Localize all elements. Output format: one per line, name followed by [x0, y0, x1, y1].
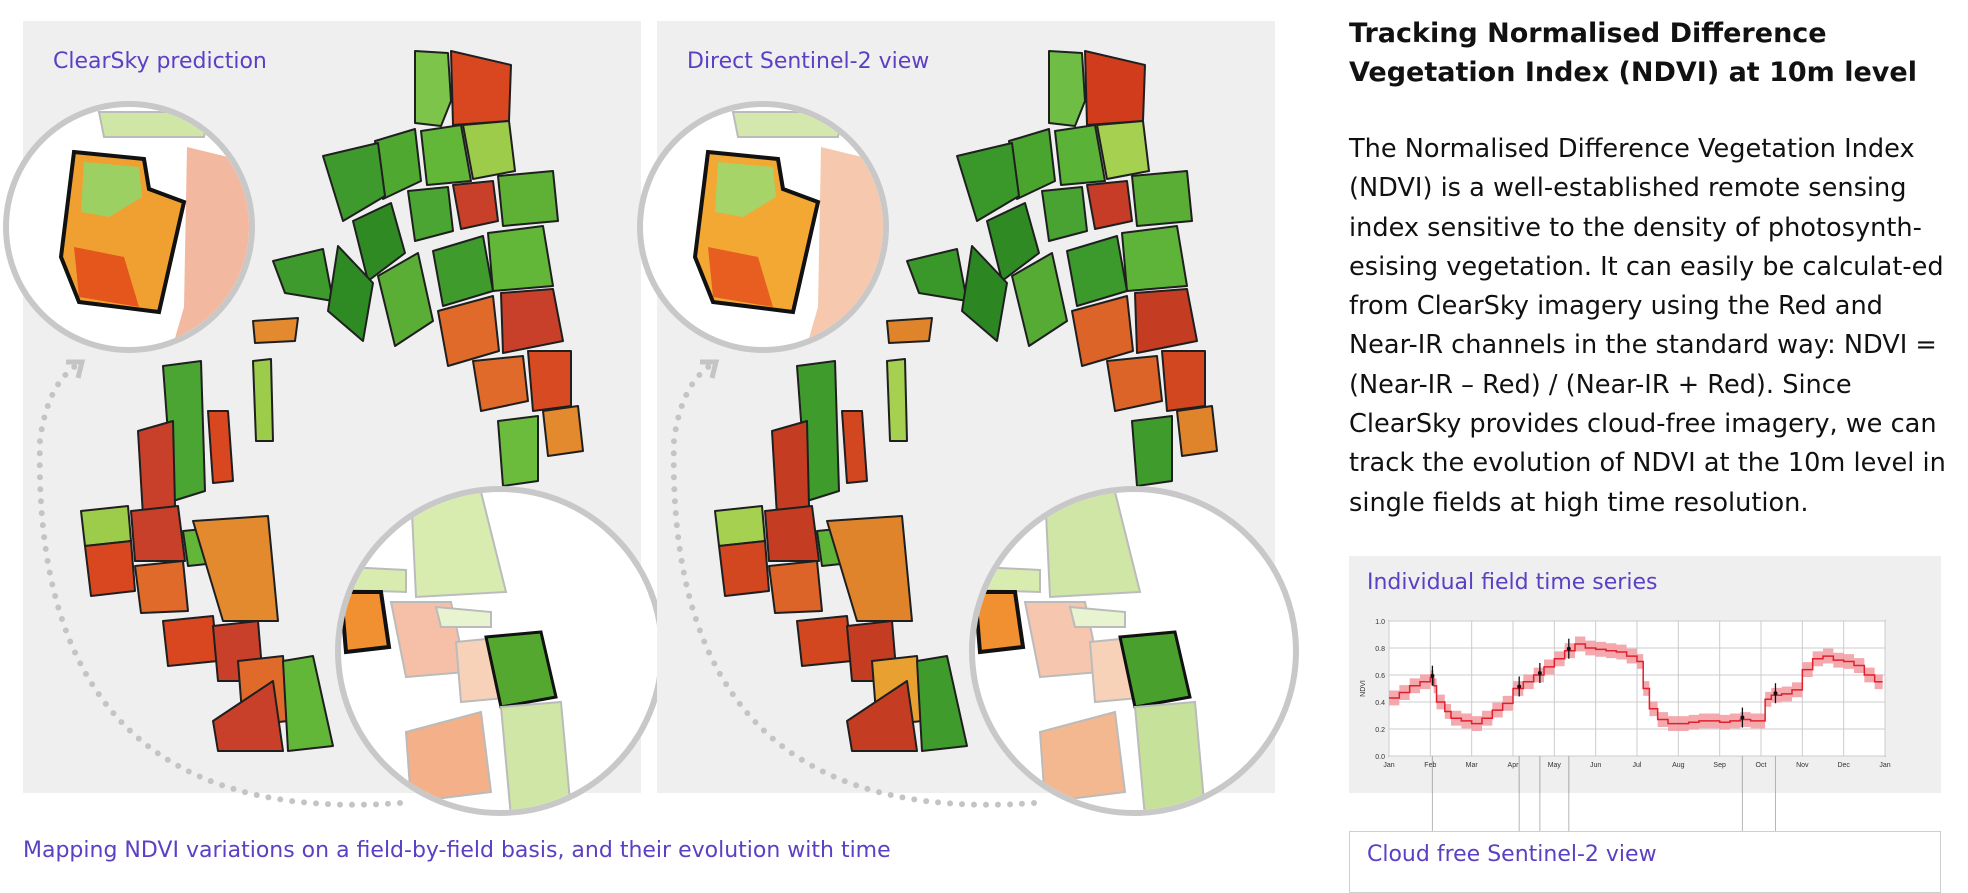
field-parcel: [542, 405, 584, 457]
observation-dot: [1517, 684, 1522, 689]
field-parcel: [986, 202, 1040, 282]
field-parcel: [1106, 355, 1163, 412]
field-parcel: [352, 202, 406, 282]
field-parcel: [212, 680, 284, 752]
field-parcel: [192, 515, 279, 622]
field-parcel: [462, 120, 516, 180]
x-tick-label: Sep: [1713, 762, 1726, 769]
field-parcel: [718, 540, 770, 597]
zoom-inset-top: [637, 101, 889, 353]
field-parcel: [1041, 186, 1088, 242]
field-parcel: [846, 680, 918, 752]
time-series-label: Individual field time series: [1367, 570, 1658, 595]
field-parcel: [487, 225, 554, 292]
section-body: The Normalised Difference Vegetation Ind…: [1349, 134, 1946, 518]
field-parcel: [437, 295, 500, 367]
field-parcel: [1048, 50, 1086, 127]
field-parcel: [327, 245, 374, 342]
x-tick-label: Feb: [1424, 762, 1436, 769]
observation-dot: [1566, 646, 1571, 651]
field-parcel: [1134, 288, 1198, 354]
x-tick-label: Oct: [1756, 762, 1767, 769]
x-tick-label: Jan: [1879, 762, 1890, 769]
y-tick-label: 0.8: [1375, 646, 1385, 653]
field-parcel: [252, 358, 274, 442]
x-tick-label: Apr: [1508, 762, 1520, 769]
field-parcel: [764, 505, 820, 562]
panel-label-sentinel2: Direct Sentinel-2 view: [687, 49, 930, 74]
observation-dot: [1537, 671, 1542, 675]
field-parcel: [886, 317, 933, 344]
observation-dot: [1740, 715, 1745, 720]
x-tick-label: Mar: [1466, 762, 1479, 769]
field-parcel: [1121, 225, 1188, 292]
panel-label-clearsky: ClearSky prediction: [53, 49, 267, 74]
field-parcel: [886, 358, 908, 442]
field-parcel: [768, 560, 823, 614]
ndvi-uncertainty-band: [1389, 636, 1883, 732]
field-parcel: [841, 410, 868, 484]
field-parcel: [500, 288, 564, 354]
field-parcel: [414, 50, 452, 127]
field-parcel: [1011, 252, 1068, 347]
field-parcel: [1096, 120, 1150, 180]
x-tick-label: Jan: [1383, 762, 1394, 769]
zoom-inset-top: [3, 101, 255, 353]
zoom-inset-bottom: [969, 486, 1299, 816]
field-parcel: [130, 505, 186, 562]
observation-dot: [1430, 673, 1435, 678]
x-tick-label: May: [1548, 762, 1562, 769]
field-parcel: [134, 560, 189, 614]
field-parcel: [1131, 415, 1173, 487]
sentinel2-direct-panel: Direct Sentinel-2 view: [637, 21, 1299, 816]
clearsky-prediction-panel: ClearSky prediction: [3, 21, 665, 816]
section-heading: Tracking Normalised Difference Vegetatio…: [1349, 18, 1917, 88]
field-parcel: [1054, 124, 1106, 186]
field-parcel: [1086, 180, 1133, 230]
x-tick-label: Nov: [1796, 762, 1809, 769]
y-tick-label: 0.0: [1375, 754, 1385, 761]
cloud-free-label: Cloud free Sentinel-2 view: [1367, 842, 1657, 867]
field-parcel: [826, 515, 913, 622]
clearsky-field-map[interactable]: [23, 21, 641, 793]
field-parcel: [452, 180, 499, 230]
field-parcel: [497, 415, 539, 487]
x-tick-label: Dec: [1837, 762, 1850, 769]
y-tick-label: 0.4: [1375, 700, 1385, 707]
field-parcel: [1071, 295, 1134, 367]
field-parcel: [956, 142, 1020, 222]
field-parcel: [916, 655, 968, 752]
zoom-inset-bottom: [335, 486, 665, 816]
ndvi-time-series-chart: 0.0 0.2 0.4 0.6 0.8 1.0 Jan Feb Mar Apr May Jun Jul A…: [1360, 619, 1891, 793]
inset-connector-arcs: [36, 359, 1037, 808]
x-tick-label: Jul: [1633, 762, 1642, 769]
field-parcel: [472, 355, 529, 412]
cloud-free-panel: Cloud free Sentinel-2 view: [1349, 831, 1941, 893]
figure-caption: Mapping NDVI variations on a field-by-fi…: [23, 838, 891, 863]
x-tick-label: Aug: [1672, 762, 1685, 769]
field-parcel: [322, 142, 386, 222]
field-parcel: [1176, 405, 1218, 457]
field-parcel: [1131, 170, 1193, 227]
x-tick-label: Jun: [1590, 762, 1601, 769]
field-parcel: [252, 317, 299, 344]
field-parcel: [84, 540, 136, 597]
y-tick-label: 1.0: [1375, 619, 1385, 626]
field-parcel: [282, 655, 334, 752]
sentinel2-field-map[interactable]: [657, 21, 1275, 793]
observation-dot: [1773, 691, 1778, 696]
field-parcel: [497, 170, 559, 227]
y-tick-label: 0.2: [1375, 727, 1385, 734]
y-axis-label: NDVI: [1360, 680, 1367, 697]
y-tick-label: 0.6: [1375, 673, 1385, 680]
field-parcel: [420, 124, 472, 186]
ndvi-series-line: [1389, 643, 1883, 725]
field-parcel: [407, 186, 454, 242]
marker-connector-lines: [1431, 756, 1776, 836]
time-series-panel: Individual field time series 0.0 0.2 0.4 0.…: [1349, 556, 1941, 793]
field-parcel: [961, 245, 1008, 342]
field-parcel: [377, 252, 434, 347]
field-parcel: [207, 410, 234, 484]
